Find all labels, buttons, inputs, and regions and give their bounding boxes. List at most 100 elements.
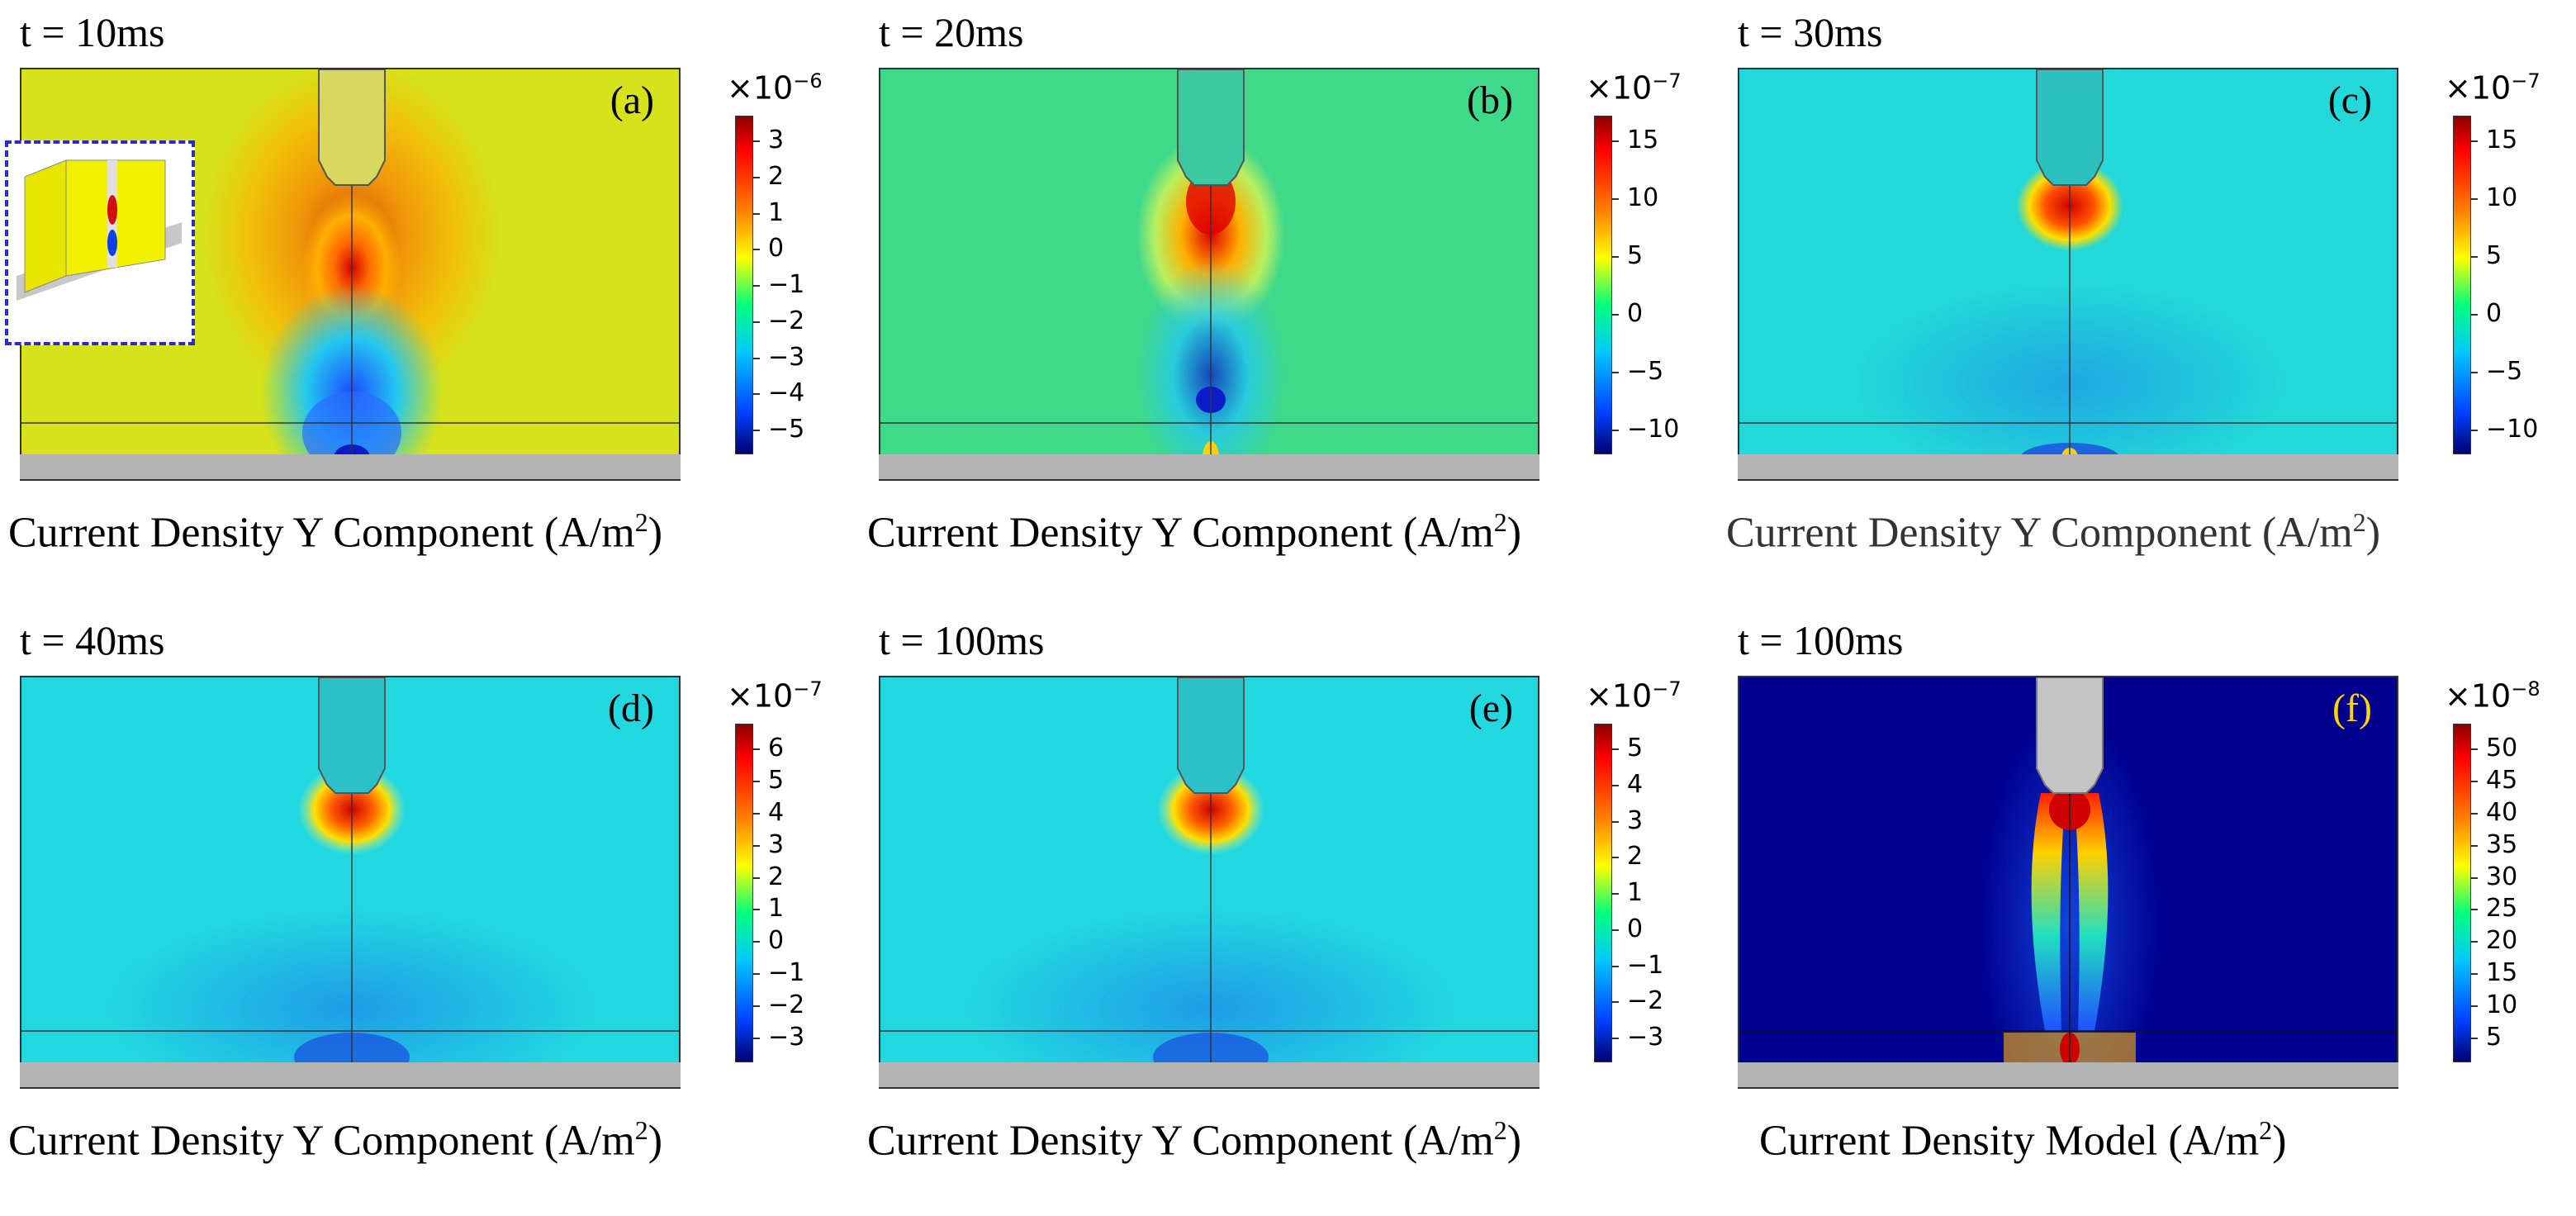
caption: Current Density Y Component (A/m2) [8,507,663,557]
colorbar-tick-label: −2 [1611,986,1664,1016]
colorbar-multiplier: ×10−7 [727,677,823,715]
substrate-base [879,1062,1539,1087]
panel-letter: (a) [610,78,654,122]
colorbar-tick-label: −3 [1611,1023,1664,1052]
time-label: t = 20ms [879,9,1024,55]
colorbar-multiplier: ×10−8 [2445,677,2540,715]
colorbar-tick-label: 45 [2470,765,2518,795]
simulation-field: (b) [879,68,1539,481]
panel-d: t = 40ms (d) ×10− [0,608,859,1216]
colorbar-tick-label: 6 [752,734,785,762]
3d-model-icon [17,159,182,301]
panel-a: t = 10ms [0,0,859,608]
colorbar-tick-label: −5 [2470,357,2523,386]
colorbar-tick-label: −3 [752,1023,805,1052]
colorbar-tick-label: 3 [752,126,785,154]
colorbar-tick-label: 10 [1611,183,1659,212]
colorbar-tick-label: 30 [2470,862,2518,891]
colorbar-tick-label: −5 [1611,357,1664,386]
colorbar [1594,116,1612,454]
substrate-base [1738,1062,2398,1087]
time-label: t = 100ms [879,617,1045,663]
colorbar-tick-label: 3 [752,829,785,859]
colorbar-tick-label: −3 [752,342,805,372]
simulation-field: (d) [20,676,681,1089]
colorbar-tick-label: −10 [1611,415,1680,444]
colorbar-tick-label: 5 [2470,241,2502,270]
colorbar-ticks: 15 10 5 0 −5 −10 [1611,116,1710,454]
colorbar-tick-label: 0 [752,926,785,956]
colorbar-tick-label: 2 [752,862,785,891]
colorbar-tick-label: 1 [752,894,785,924]
colorbar-multiplier: ×10−7 [1586,69,1682,107]
caption: Current Density Model (A/m2) [1759,1115,2287,1165]
time-label: t = 100ms [1738,617,1904,663]
colorbar-tick-label: 35 [2470,829,2518,859]
colorbar-tick-label: 20 [2470,926,2518,956]
colorbar-tick-label: 4 [752,797,785,827]
colorbar-tick-label: 2 [752,161,785,191]
substrate-base [879,454,1539,479]
substrate-base [1738,454,2398,479]
simulation-field: (c) [1738,68,2398,481]
caption: Current Density Y Component (A/m2) [867,507,1522,557]
panel-b: t = 20ms [859,0,1718,608]
field-plot [880,69,1538,479]
time-label: t = 30ms [1738,9,1883,55]
colorbar [2453,116,2471,454]
colorbar-tick-label: 0 [2470,299,2502,328]
colorbar-tick-label: 2 [1611,842,1644,872]
panel-letter: (d) [608,686,654,730]
colorbar-tick-label: −1 [1611,950,1664,980]
colorbar-tick-label: 1 [1611,878,1644,907]
caption: Current Density Y Component (A/m2) [8,1115,663,1165]
colorbar-tick-label: 5 [1611,734,1644,762]
colorbar-tick-label: 50 [2470,734,2518,762]
colorbar-tick-label: 10 [2470,183,2518,212]
colorbar-tick-label: 25 [2470,894,2518,924]
colorbar-multiplier: ×10−7 [1586,677,1682,715]
panel-letter: (f) [2332,686,2372,730]
colorbar-tick-label: 40 [2470,797,2518,827]
substrate-base [20,454,681,479]
simulation-field: (e) [879,676,1539,1089]
colorbar-tick-label: −5 [752,415,805,444]
caption: Current Density Y Component (A/m2) [867,1115,1522,1165]
colorbar-ticks: 6 5 4 3 2 1 0 −1 −2 −3 [752,724,851,1062]
field-plot [21,677,679,1087]
colorbar [2453,724,2471,1062]
time-label: t = 40ms [20,617,165,663]
colorbar-tick-label: 0 [1611,299,1644,328]
colorbar-tick-label: 10 [2470,990,2518,1020]
panel-c: t = 30ms (c) [1718,0,2576,608]
colorbar-ticks: 50 45 40 35 30 25 20 15 10 5 [2470,724,2569,1062]
colorbar-multiplier: ×10−7 [2445,69,2540,107]
field-plot [1739,69,2397,479]
colorbar [735,116,753,454]
colorbar-tick-label: 15 [2470,958,2518,988]
field-plot [880,677,1538,1087]
panel-letter: (b) [1467,78,1513,122]
colorbar-tick-label: 15 [2470,126,2518,154]
field-plot [1739,677,2397,1087]
colorbar-tick-label: 4 [1611,769,1644,799]
colorbar-tick-label: 0 [752,234,785,264]
colorbar-ticks: 5 4 3 2 1 0 −1 −2 −3 [1611,724,1710,1062]
panel-e: t = 100ms (e) ×10 [859,608,1718,1216]
colorbar-tick-label: −4 [752,378,805,408]
colorbar-tick-label: 1 [752,197,785,227]
3d-inset-view [5,140,195,345]
colorbar-tick-label: 5 [1611,241,1644,270]
colorbar-multiplier: ×10−6 [727,69,823,107]
colorbar-tick-label: 5 [2470,1023,2502,1052]
colorbar-tick-label: 0 [1611,914,1644,943]
time-label: t = 10ms [20,9,165,55]
colorbar-tick-label: 5 [752,765,785,795]
colorbar-tick-label: 15 [1611,126,1659,154]
panel-letter: (e) [1468,686,1513,730]
colorbar-tick-label: −1 [752,958,805,988]
simulation-field: (f) [1738,676,2398,1089]
colorbar-tick-label: −2 [752,306,805,335]
colorbar-tick-label: −10 [2470,415,2539,444]
colorbar-ticks: 3 2 1 0 −1 −2 −3 −4 −5 [752,116,851,454]
